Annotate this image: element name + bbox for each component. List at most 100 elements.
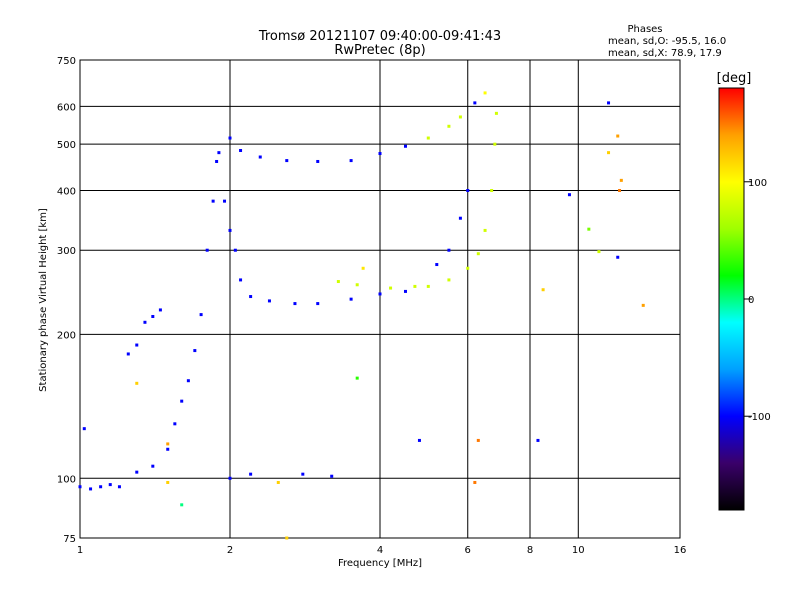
x-tick-label: 2	[227, 545, 233, 556]
data-point	[536, 438, 540, 442]
data-point	[258, 155, 262, 159]
data-point	[476, 438, 480, 442]
data-point	[483, 228, 487, 232]
data-point	[618, 188, 622, 192]
data-point	[389, 286, 393, 290]
data-point	[316, 159, 320, 163]
y-tick-label: 500	[57, 140, 76, 151]
data-point	[435, 263, 439, 267]
x-ticks: 1 2 4 6 8 10 16	[77, 545, 687, 556]
stats-heading: Phases	[627, 24, 662, 35]
y-tick-label: 600	[57, 102, 76, 113]
stats-line-x: mean, sd,X: 78.9, 17.9	[608, 48, 722, 59]
data-point	[355, 283, 359, 287]
data-point	[597, 250, 601, 254]
data-point	[89, 487, 93, 491]
data-point	[135, 343, 139, 347]
data-point	[490, 188, 494, 192]
data-point	[473, 480, 477, 484]
data-point	[199, 313, 203, 317]
data-point	[641, 303, 645, 307]
data-point	[99, 485, 103, 489]
data-point	[494, 111, 498, 115]
data-point	[285, 159, 289, 163]
y-tick-label: 75	[63, 534, 76, 545]
y-tick-label: 200	[57, 330, 76, 341]
x-tick-label: 1	[77, 545, 83, 556]
data-point	[413, 284, 417, 288]
data-point	[447, 124, 451, 128]
data-point	[205, 248, 209, 252]
colorbar	[718, 87, 745, 511]
data-point	[378, 152, 382, 156]
data-point	[330, 474, 334, 478]
y-tick-label: 400	[57, 186, 76, 197]
y-tick-label: 100	[57, 474, 76, 485]
data-point	[78, 485, 82, 489]
colorbar-label: [deg]	[717, 71, 752, 86]
data-points	[78, 91, 645, 540]
y-tick-label: 750	[57, 56, 76, 67]
colorbar-ticks: 100 0 -100	[744, 178, 771, 423]
data-point	[249, 295, 253, 299]
data-point	[108, 483, 112, 487]
chart-title: Tromsø 20121107 09:40:00-09:41:43	[258, 29, 501, 44]
colorbar-tick-label: 100	[748, 178, 767, 189]
data-point	[349, 159, 353, 163]
stats-line-o: mean, sd,O: -95.5, 16.0	[608, 36, 726, 47]
data-point	[616, 255, 620, 259]
data-point	[447, 278, 451, 282]
data-point	[166, 480, 170, 484]
data-point	[541, 288, 545, 292]
data-point	[473, 101, 477, 105]
colorbar-tick-label: -100	[748, 412, 771, 423]
data-point	[228, 476, 232, 480]
data-point	[293, 302, 297, 306]
data-point	[447, 248, 451, 252]
data-point	[426, 136, 430, 140]
data-point	[426, 284, 430, 288]
data-point	[361, 266, 365, 270]
data-point	[217, 151, 221, 155]
data-point	[151, 314, 155, 318]
data-point	[233, 248, 237, 252]
y-ticks: 75 100 200 300 400 500 600 750	[57, 56, 76, 545]
data-point	[180, 503, 184, 507]
data-point	[458, 115, 462, 119]
data-point	[607, 101, 611, 105]
data-point	[239, 278, 243, 282]
x-axis-title: Frequency [MHz]	[338, 558, 422, 569]
data-point	[336, 280, 340, 284]
data-point	[619, 178, 623, 182]
data-point	[483, 91, 487, 95]
data-point	[285, 536, 289, 540]
data-point	[458, 216, 462, 220]
x-tick-label: 10	[572, 545, 585, 556]
data-point	[493, 142, 497, 146]
data-point	[135, 470, 139, 474]
data-point	[215, 159, 219, 163]
data-point	[607, 151, 611, 155]
y-axis-title: Stationary phase Virtual Height [km]	[38, 208, 49, 392]
data-point	[158, 308, 162, 312]
x-tick-label: 8	[527, 545, 533, 556]
data-point	[267, 299, 271, 303]
data-point	[417, 438, 421, 442]
data-point	[173, 422, 177, 426]
data-point	[239, 148, 243, 152]
data-point	[211, 199, 215, 203]
data-point	[180, 399, 184, 403]
data-point	[186, 379, 190, 383]
data-point	[466, 266, 470, 270]
data-point	[249, 472, 253, 476]
data-point	[117, 485, 121, 489]
x-tick-label: 4	[377, 545, 383, 556]
data-point	[403, 289, 407, 293]
data-point	[316, 302, 320, 306]
data-point	[616, 134, 620, 138]
data-point	[166, 442, 170, 446]
x-tick-label: 16	[674, 545, 687, 556]
data-point	[228, 136, 232, 140]
data-point	[378, 292, 382, 296]
